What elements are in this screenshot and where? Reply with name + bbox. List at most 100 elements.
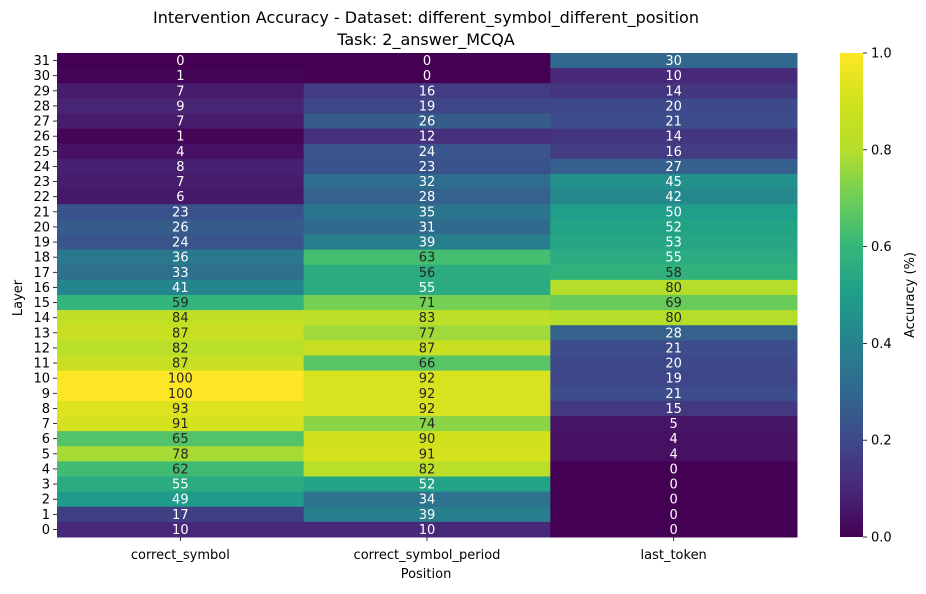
cell-value-label: 0: [423, 69, 431, 84]
cell-value-label: 49: [172, 493, 189, 508]
colorbar-tick-label: 0.8: [871, 143, 892, 158]
heatmap-cell: [550, 204, 798, 220]
cell-value-label: 5: [670, 417, 678, 432]
colorbar-tick-label: 0.4: [871, 337, 892, 352]
heatmap-cell: [303, 128, 551, 145]
y-tick-label: 13: [33, 326, 50, 341]
cell-value-label: 82: [172, 341, 189, 356]
cell-value-label: 31: [419, 220, 436, 235]
cell-value-label: 56: [419, 266, 436, 281]
x-axis-label: Position: [401, 567, 452, 582]
cell-value-label: 14: [665, 84, 682, 99]
cell-value-label: 27: [665, 160, 682, 175]
cell-value-label: 87: [172, 357, 189, 372]
cell-value-label: 10: [419, 523, 436, 538]
cell-value-label: 74: [419, 417, 436, 432]
heatmap-cell: [57, 234, 305, 251]
cell-value-label: 26: [419, 115, 436, 130]
heatmap-cell: [550, 431, 798, 447]
cell-value-label: 21: [665, 115, 682, 130]
heatmap-cell: [303, 521, 551, 538]
chart-subtitle: Task: 2_answer_MCQA: [336, 30, 515, 50]
y-tick-label: 14: [33, 311, 50, 326]
y-tick-label: 0: [42, 523, 50, 538]
cell-value-label: 55: [419, 281, 436, 296]
cell-value-label: 42: [665, 190, 682, 205]
heatmap-cell: [303, 98, 551, 114]
cell-value-label: 100: [168, 372, 193, 387]
cell-value-label: 1: [176, 130, 184, 145]
cell-value-label: 30: [665, 54, 682, 69]
cell-value-label: 53: [665, 236, 682, 251]
cell-value-label: 66: [419, 357, 436, 372]
heatmap-cell: [57, 355, 305, 372]
x-tick-label: correct_symbol: [131, 548, 230, 563]
heatmap-cell: [550, 234, 798, 251]
cell-value-label: 0: [176, 54, 184, 69]
heatmap-cell: [303, 476, 551, 493]
heatmap-cell: [550, 416, 798, 432]
y-tick-label: 22: [33, 190, 50, 205]
cell-value-label: 8: [176, 160, 184, 175]
y-tick-labels: 3130292827262524232221201918171615141312…: [33, 54, 57, 538]
heatmap-cell: [550, 506, 798, 523]
heatmap-cell: [303, 68, 551, 84]
cell-value-label: 33: [172, 266, 189, 281]
heatmap-cell: [550, 68, 798, 84]
y-tick-label: 12: [33, 341, 50, 356]
cell-value-label: 91: [172, 417, 189, 432]
cell-value-label: 52: [665, 220, 682, 235]
heatmap-cell: [303, 340, 551, 356]
colorbar: [840, 53, 863, 537]
heatmap-cell: [303, 370, 551, 387]
cell-value-label: 4: [176, 145, 184, 160]
heatmap-cell: [57, 385, 305, 402]
heatmap-cell: [550, 370, 798, 387]
cell-value-label: 71: [419, 296, 436, 311]
y-tick-label: 29: [33, 84, 50, 99]
cell-value-label: 55: [172, 478, 189, 493]
x-tick-labels: correct_symbol correct_symbol_period last_…: [131, 537, 707, 563]
cell-value-label: 91: [419, 447, 436, 462]
heatmap-cell: [57, 461, 305, 477]
heatmap-cell: [57, 506, 305, 523]
heatmap-cell: [303, 461, 551, 477]
cell-value-label: 28: [665, 326, 682, 341]
cell-value-label: 82: [419, 462, 436, 477]
cell-value-label: 32: [419, 175, 436, 190]
heatmap-cell: [550, 340, 798, 356]
y-tick-label: 28: [33, 99, 50, 114]
heatmap-cell: [550, 446, 798, 462]
heatmap-cell: [550, 279, 798, 296]
heatmap-cell: [303, 400, 551, 417]
heatmap-cell: [57, 158, 305, 175]
y-tick-label: 4: [42, 462, 50, 477]
heatmap-cell: [57, 416, 305, 432]
y-tick-label: 27: [33, 115, 50, 130]
heatmap-cells: 0 0 301 0 107 16 149 19 207 26 211 12 144 24 168 23 277 3…: [57, 53, 798, 538]
y-tick-label: 8: [42, 402, 50, 417]
heatmap-cell: [550, 83, 798, 99]
y-tick-label: 20: [33, 220, 50, 235]
heatmap-cell: [57, 113, 305, 130]
cell-value-label: 23: [172, 205, 189, 220]
heatmap-cell: [303, 431, 551, 447]
cell-value-label: 78: [172, 447, 189, 462]
y-tick-label: 15: [33, 296, 50, 311]
cell-value-label: 19: [419, 99, 436, 114]
y-tick-label: 7: [42, 417, 50, 432]
heatmap-cell: [550, 174, 798, 190]
x-tick-label: last_token: [641, 548, 707, 563]
cell-value-label: 4: [670, 432, 678, 447]
y-tick-label: 2: [42, 493, 50, 508]
cell-value-label: 9: [176, 99, 184, 114]
heatmap-cell: [303, 113, 551, 130]
heatmap-cell: [303, 249, 551, 266]
cell-value-label: 24: [172, 236, 189, 251]
heatmap-cell: [550, 325, 798, 341]
cell-value-label: 23: [419, 160, 436, 175]
heatmap-cell: [550, 385, 798, 402]
heatmap-cell: [303, 189, 551, 205]
cell-value-label: 55: [665, 251, 682, 266]
y-tick-label: 3: [42, 478, 50, 493]
